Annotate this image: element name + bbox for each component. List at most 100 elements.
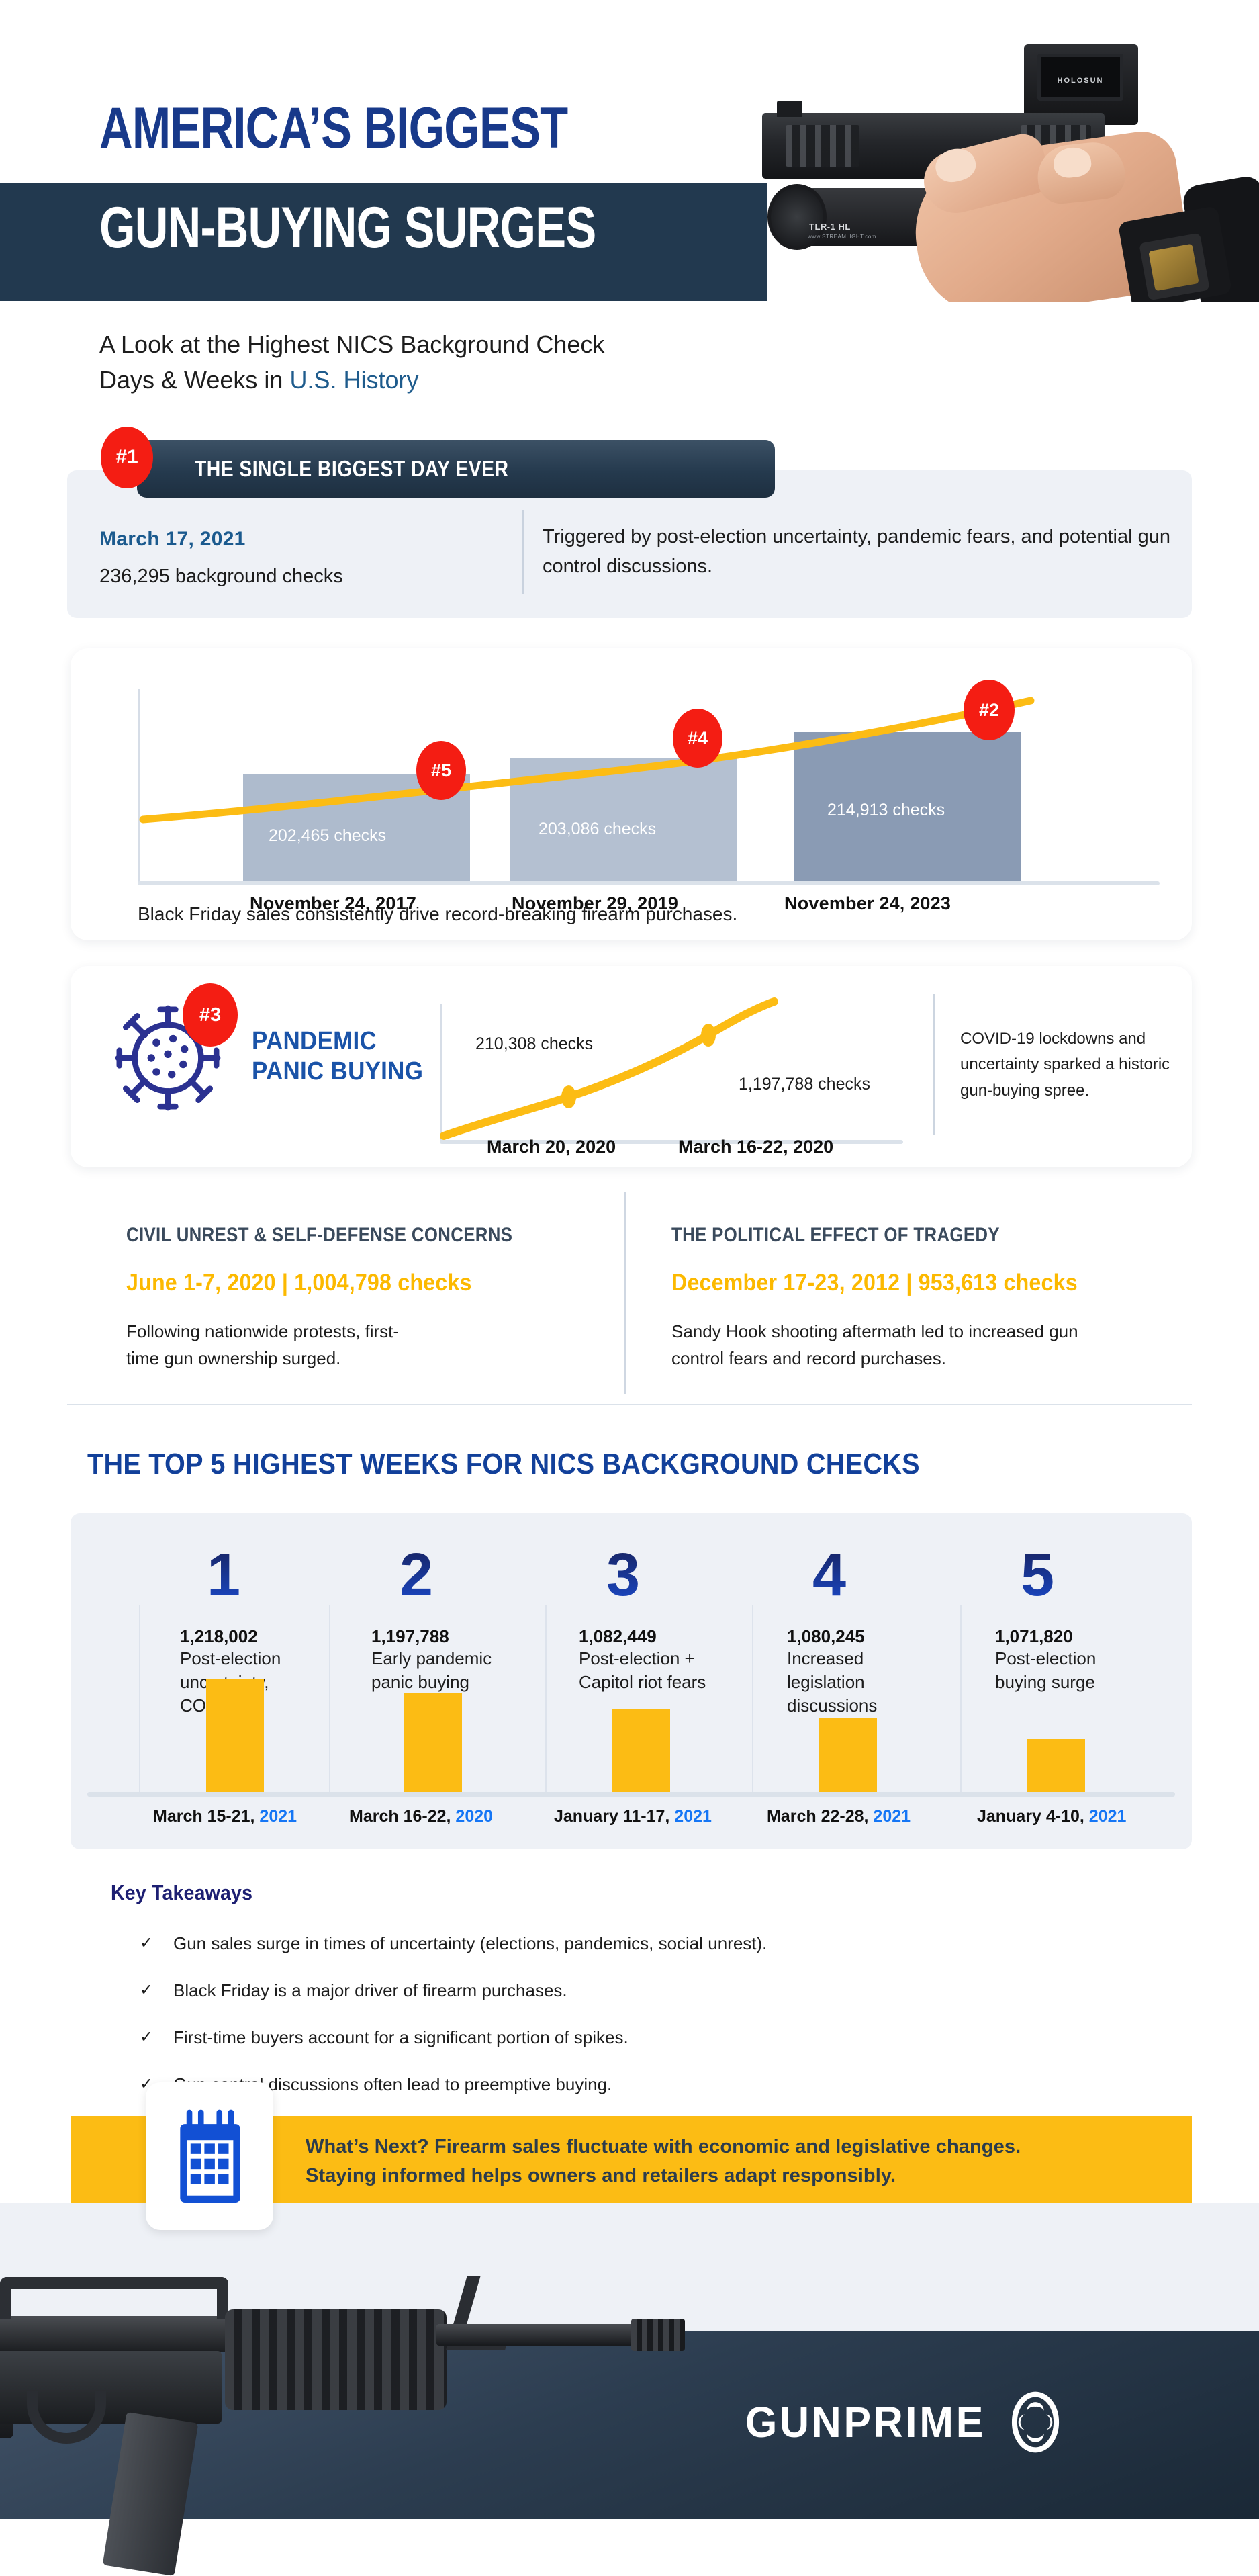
pandemic-card [71,966,1192,1167]
section1-date: March 17, 2021 [99,528,246,550]
pandemic-chart-x-axis [440,1140,903,1144]
title-navy-band [0,183,767,301]
check-icon-1: ✓ [140,1981,154,1999]
top5-year-0: 2021 [259,1807,297,1826]
rifle-photo [0,2257,718,2576]
section-divider-rule [67,1404,1192,1405]
page-subtitle: A Look at the Highest NICS Background Ch… [99,327,838,398]
section1-ribbon-title: THE SINGLE BIGGEST DAY EVER [195,456,509,481]
subtitle-line2: Days & Weeks in [99,365,290,394]
pandemic-description: COVID-19 lockdowns and uncertainty spark… [960,1030,1170,1100]
bf-chart-y-axis [138,689,140,885]
rank-badge-5: #5 [416,741,466,800]
top5-note-4: Post-election buying surge [995,1648,1097,1692]
rank-badge-4: #4 [673,709,722,768]
top5-year-3: 2021 [873,1807,911,1826]
brand-logo: GUNPRIME [745,2391,1060,2453]
top5-value-3: 1,080,245 [787,1626,865,1646]
political-tragedy-heading: THE POLITICAL EFFECT OF TRAGEDY [671,1224,1000,1246]
pandemic-title-line2: PANIC BUYING [252,1057,424,1085]
bf-chart-x-axis [138,881,1160,885]
rifle-muzzle-device-icon [631,2319,685,2351]
key-takeaways-title: Key Takeaways [111,1881,253,1904]
rifle-carry-handle-icon [0,2277,228,2319]
bf-bar-label-0: 202,465 checks [269,826,387,845]
top5-bar-4 [1027,1739,1085,1792]
top5-note-3: Increased legislation discussions [787,1648,878,1716]
section1-description: Triggered by post-election uncertainty, … [543,526,1170,577]
slide-serrations-front-icon [786,125,859,167]
top5-x-label-1: March 16-22, 2020 [349,1807,493,1826]
gunprime-mark-icon [1011,2391,1059,2453]
top5-rank-4: 5 [1021,1542,1055,1609]
top5-x-label-3: March 22-28, 2021 [767,1807,911,1826]
optic-brand-label: HOLOSUN [1057,77,1104,85]
check-icon-2: ✓ [140,2028,154,2046]
top5-year-2: 2021 [674,1807,712,1826]
political-tragedy-description: Sandy Hook shooting aftermath led to inc… [671,1318,1195,1372]
political-tragedy-desc-line2: control fears and record purchases. [671,1348,946,1369]
top5-value-1: 1,197,788 [371,1626,449,1646]
top5-x-label-2: January 11-17, 2021 [554,1807,712,1826]
civil-unrest-heading: CIVIL UNREST & SELF-DEFENSE CONCERNS [126,1224,513,1246]
top5-year-4: 2021 [1088,1807,1127,1826]
top5-col-sep-0 [139,1605,140,1793]
top5-date-4: January 4-10, [977,1807,1089,1826]
pandemic-x-label-day: March 20, 2020 [487,1137,616,1157]
top5-date-1: March 16-22, [349,1807,456,1826]
top5-value-2: 1,082,449 [579,1626,657,1646]
check-icon-0: ✓ [140,1934,154,1952]
takeaway-item-1: Black Friday is a major driver of firear… [173,1980,567,2000]
top5-bar-2 [612,1709,670,1792]
hero-section: HOLOSUN TLR-1 HL www.STREAMLIGHT.com AME… [0,0,1259,316]
top5-date-2: January 11-17, [554,1807,675,1826]
bf-x-label-1: November 29, 2019 [512,893,679,914]
pandemic-day-value: 210,308 checks [475,1034,594,1053]
bf-bar-label-1: 203,086 checks [539,819,657,838]
section1-ribbon: THE SINGLE BIGGEST DAY EVER [137,440,775,498]
civil-unrest-value: June 1-7, 2020 | 1,004,798 checks [126,1270,472,1296]
front-sight-icon [777,101,802,117]
top5-baseline [87,1792,1175,1797]
coronavirus-icon [115,1005,221,1111]
subtitle-line1: A Look at the Highest NICS Background Ch… [99,330,605,358]
top5-bar-1 [404,1693,462,1792]
takeaway-item-2: First-time buyers account for a signific… [173,2027,628,2047]
top5-bar-3 [819,1718,877,1792]
optic-window-icon [1037,54,1123,101]
whats-next-text: What’s Next? Firearm sales fluctuate wit… [306,2136,1021,2186]
top5-value-0: 1,218,002 [180,1626,258,1646]
bf-trend-line [139,697,1035,824]
bf-x-label-2: November 24, 2023 [784,893,951,914]
rifle-barrel-icon [436,2324,658,2346]
bf-bar-2: 214,913 checks [794,732,1021,881]
top5-rank-1: 2 [400,1542,434,1609]
political-tragedy-desc-line1: Sandy Hook shooting aftermath led to inc… [671,1321,1078,1341]
top5-year-1: 2020 [455,1807,494,1826]
rifle-handguard-icon [225,2309,447,2410]
rifle-trigger-guard-icon [27,2391,106,2444]
top5-rank-3: 4 [812,1542,847,1609]
top5-x-label-0: March 15-21, 2021 [153,1807,297,1826]
pandemic-chart-y-axis [440,1004,442,1142]
subtitle-highlight: U.S. History [289,365,419,394]
section1-checks: 236,295 background checks [99,566,343,587]
rifle-magazine-icon [102,2411,199,2576]
top5-col-sep-4 [960,1605,962,1793]
section1-divider [522,510,524,594]
black-friday-caption: Black Friday sales consistently drive re… [138,903,738,924]
top5-note-2: Post-election + Capitol riot fears [579,1648,706,1692]
top5-value-4: 1,071,820 [995,1626,1073,1646]
takeaway-item-0: Gun sales surge in times of uncertainty … [173,1933,767,1953]
pandemic-title: PANDEMIC PANIC BUYING [252,1026,423,1087]
civil-unrest-description: Following nationwide protests, first- ti… [126,1318,556,1372]
brand-name: GUNPRIME [745,2398,986,2446]
top5-title: THE TOP 5 HIGHEST WEEKS FOR NICS BACKGRO… [87,1448,920,1480]
pandemic-trend-line [440,997,778,1140]
page-title-line1: AMERICA’S BIGGEST [99,96,568,161]
calendar-icon [180,2109,240,2203]
page-title-line2: GUN-BUYING SURGES [99,195,596,260]
civil-unrest-desc-line1: Following nationwide protests, first- [126,1321,400,1341]
top5-col-sep-3 [752,1605,753,1793]
